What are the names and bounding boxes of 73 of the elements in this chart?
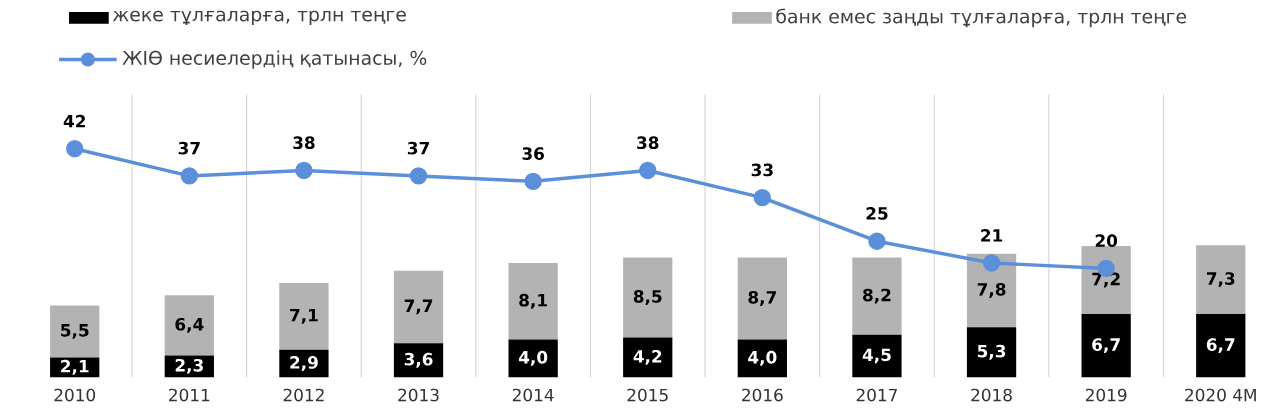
data-label: 37: [407, 141, 429, 155]
x-tick-label: 2017: [856, 388, 897, 402]
data-label: 3,6: [404, 352, 433, 368]
data-label: 37: [178, 141, 200, 155]
bar: [508, 339, 558, 378]
bar: [852, 257, 902, 335]
data-label: 42: [63, 114, 85, 128]
legend-label: жеке тұлғаларға, трлн теңге: [112, 10, 406, 26]
x-tick-label: 2012: [283, 388, 324, 402]
point: [639, 161, 657, 180]
data-label: 36: [522, 147, 544, 160]
data-label: 5,5: [61, 324, 89, 339]
bar: [50, 305, 100, 358]
bar: [508, 263, 558, 340]
data-label: 7,2: [1092, 272, 1120, 288]
data-label: 38: [637, 136, 659, 150]
bar: [393, 270, 444, 344]
data-label: 4,5: [862, 348, 891, 364]
x-tick-label: 2018: [971, 388, 1012, 402]
bar: [1196, 314, 1246, 378]
data-label: 7,8: [977, 283, 1006, 298]
legend-label: ЖІӨ несиелердің қатынасы, %: [122, 50, 427, 69]
data-label: 2,3: [175, 358, 203, 374]
bar: [393, 343, 444, 378]
point: [66, 140, 84, 158]
data-label: 38: [293, 136, 315, 150]
bar: [1196, 245, 1246, 315]
data-label: 6,7: [1206, 338, 1235, 354]
data-label: 7,3: [1206, 272, 1235, 288]
x-tick-label: 2020 4М: [1185, 388, 1256, 402]
data-label: 8,5: [633, 290, 662, 306]
data-label: 8,1: [519, 293, 547, 309]
data-label: 4,2: [633, 349, 662, 365]
bar: [1081, 314, 1131, 378]
bar: [737, 339, 787, 378]
point: [982, 254, 1001, 272]
point: [868, 232, 886, 250]
bar: [279, 282, 329, 350]
data-label: 2,9: [290, 356, 318, 372]
x-tick-label: 2016: [742, 388, 783, 402]
x-tick-label: 2013: [398, 388, 439, 402]
x-tick-label: 2019: [1085, 388, 1127, 402]
x-tick-label: 2014: [512, 388, 554, 402]
bar: [164, 295, 214, 356]
x-tick-label: 2011: [169, 388, 210, 402]
data-label: 33: [751, 163, 773, 177]
bar: [623, 257, 673, 338]
legend-label: банк емес заңды тұлғаларға, трлн теңге: [776, 8, 1187, 28]
point: [409, 167, 428, 185]
x-tick-label: 2015: [627, 388, 668, 402]
bar: [737, 257, 787, 340]
bar: [852, 334, 902, 378]
data-label: 8,7: [748, 291, 776, 306]
data-label: 4,0: [518, 350, 548, 366]
data-label: 21: [981, 229, 1003, 242]
data-label: 5,3: [977, 344, 1006, 360]
data-label: 20: [1095, 234, 1118, 248]
data-label: 4,0: [748, 350, 777, 366]
bar: [966, 327, 1017, 378]
data-label: 25: [866, 207, 888, 220]
bar: [1081, 246, 1131, 315]
point: [524, 172, 542, 191]
data-label: 7,7: [404, 299, 433, 315]
point: [753, 189, 772, 207]
x-tick-label: 2010: [54, 388, 96, 402]
bar: [623, 337, 673, 378]
data-label: 6,4: [175, 317, 204, 333]
data-label: 8,2: [863, 288, 891, 304]
data-label: 2,1: [61, 359, 89, 375]
data-label: 7,1: [290, 309, 318, 324]
data-label: 6,7: [1092, 338, 1120, 354]
point: [295, 161, 313, 180]
point: [180, 167, 199, 185]
